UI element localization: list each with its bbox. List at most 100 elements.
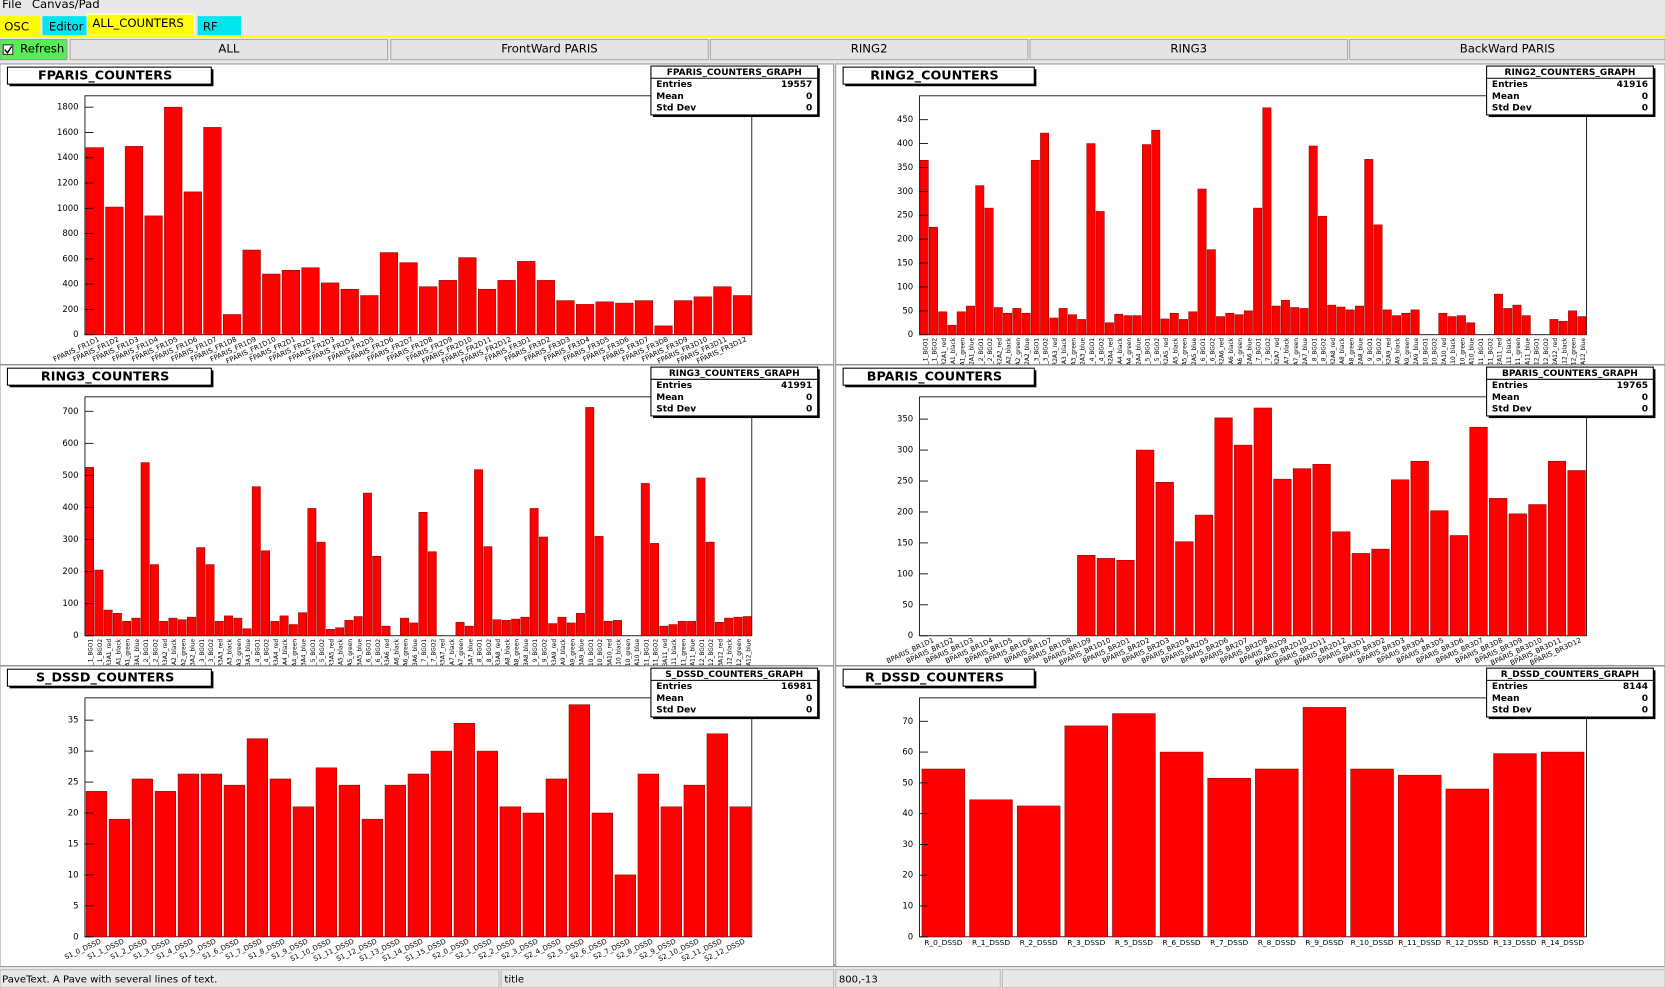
stats-value: 0 — [806, 706, 812, 716]
bar — [1549, 319, 1559, 335]
x-tick-label: R2A5_green — [1183, 338, 1189, 374]
bar — [85, 147, 104, 335]
bar — [1567, 470, 1586, 637]
bar — [131, 617, 141, 637]
tab[interactable] — [0, 16, 41, 36]
y-tick-label: 50 — [902, 778, 913, 788]
bar — [1438, 312, 1448, 335]
frame — [84, 95, 753, 336]
x-tick-label: R3_7_BGO1 — [422, 639, 428, 673]
x-tick-label: R3_8_BGO2 — [487, 639, 493, 673]
y-tick-label: 50 — [902, 306, 913, 316]
bar — [242, 249, 261, 335]
x-tick-label: R3_6_BGO1 — [367, 639, 373, 673]
bar — [1016, 805, 1061, 938]
bar — [613, 620, 622, 637]
y-tick-label: 1200 — [57, 179, 79, 189]
stats-value: 0 — [1642, 393, 1648, 403]
x-tick-label: R3A5_green — [348, 639, 354, 675]
x-tick-label: R3A10_red — [607, 639, 613, 671]
title-box — [842, 367, 1035, 386]
status-text: title — [504, 974, 524, 985]
menu-item[interactable]: File — [2, 0, 22, 11]
bar — [242, 628, 252, 637]
bar — [131, 778, 154, 938]
button-label: FrontWard PARIS — [501, 42, 597, 56]
x-tick-label: R3A8_green — [515, 639, 521, 675]
y-tick-label: 300 — [897, 446, 913, 456]
x-tick-label: R2A10_red — [1442, 338, 1448, 370]
x-tick-label: R3A11_black — [672, 638, 678, 676]
x-tick-label: R2A8_black — [1340, 337, 1346, 371]
stats-value: 0 — [806, 393, 812, 403]
bar — [529, 508, 539, 637]
x-tick-label: R_5_DSSD — [1115, 938, 1153, 947]
bar — [338, 784, 361, 938]
bar — [223, 784, 246, 938]
bar — [614, 874, 636, 938]
x-tick-label: R3A1_red — [107, 639, 113, 667]
x-tick-label: R2A5_blue — [1192, 337, 1198, 368]
y-tick-label: 150 — [897, 538, 913, 548]
bar — [637, 773, 659, 938]
bar — [501, 620, 511, 637]
stats-value: 41916 — [1617, 80, 1648, 90]
button[interactable] — [69, 38, 389, 61]
x-tick-label: R2A6_blue — [1247, 337, 1253, 368]
x-tick-label: R3A7_black — [450, 638, 456, 672]
title-box — [6, 66, 212, 85]
bar — [1540, 751, 1585, 938]
button[interactable] — [709, 38, 1029, 61]
x-tick-label: R3A1_black — [116, 638, 122, 672]
bar — [993, 307, 1003, 335]
tab[interactable] — [42, 16, 88, 36]
x-tick-label: R2A11_blue — [1525, 338, 1531, 373]
bar — [1493, 753, 1537, 938]
stats-label: Mean — [656, 393, 684, 403]
y-tick-label: 350 — [897, 415, 913, 425]
x-tick-label: R2A9_blue — [1414, 337, 1420, 368]
bar — [706, 733, 728, 938]
button[interactable] — [390, 38, 709, 61]
menu-item[interactable]: Canvas/Pad — [32, 0, 100, 11]
x-tick-label: R2A7_black — [1285, 337, 1291, 371]
x-tick-label: R2_9_BGO1 — [1368, 338, 1374, 372]
bar — [538, 536, 548, 637]
x-tick-label: R3A9_red — [552, 639, 558, 667]
y-tick-label: 70 — [902, 717, 913, 727]
y-tick-label: 300 — [62, 535, 78, 545]
x-tick-label: R2A2_red — [997, 338, 1003, 366]
bar — [668, 624, 678, 637]
y-tick-label: 0 — [73, 932, 78, 942]
bar — [474, 469, 484, 637]
bar — [603, 621, 613, 637]
x-tick-label: R3A1_blue — [135, 639, 141, 670]
x-tick-label: R3A1_green — [126, 639, 132, 675]
bar — [929, 226, 938, 335]
refresh-button[interactable] — [0, 38, 68, 61]
checkbox[interactable] — [2, 44, 14, 55]
bar — [713, 286, 732, 335]
x-tick-label: R2_6_BGO2 — [1210, 338, 1216, 372]
tab[interactable] — [197, 16, 242, 36]
y-tick-label: 250 — [897, 211, 913, 221]
bar — [1234, 444, 1253, 637]
x-tick-label: R2_3_BGO2 — [1044, 338, 1050, 372]
bar — [321, 282, 340, 335]
frame — [84, 396, 753, 637]
y-tick-label: 300 — [897, 187, 913, 197]
x-tick-label: R2_7_BGO1 — [1257, 338, 1263, 372]
bar — [1410, 460, 1429, 637]
x-tick-label: R_9_DSSD — [1305, 938, 1343, 947]
x-tick-label: R3_12_BGO1 — [700, 639, 706, 677]
button[interactable] — [1029, 38, 1349, 61]
tab-label: ALL_COUNTERS — [92, 16, 183, 30]
x-tick-label: R3_10_BGO2 — [598, 639, 604, 677]
bar — [85, 467, 95, 637]
stats-box — [650, 667, 819, 718]
y-tick-label: 0 — [908, 631, 913, 641]
bar — [1077, 555, 1096, 637]
x-tick-label: R3A7_green — [459, 639, 465, 675]
chart-title: FPARIS_COUNTERS — [38, 69, 172, 84]
bar — [1003, 312, 1012, 335]
